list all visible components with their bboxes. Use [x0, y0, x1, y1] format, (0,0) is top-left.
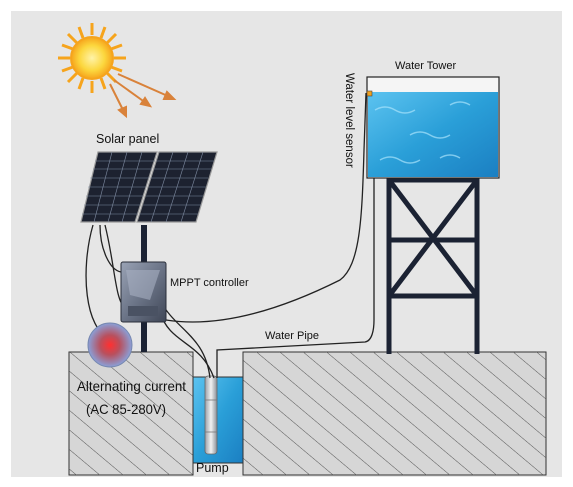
solar-panel-icon: [80, 151, 218, 223]
water-tower-label: Water Tower: [395, 60, 456, 72]
well-shaft: [192, 352, 244, 464]
water-tower: [366, 76, 500, 354]
mppt-controller-label: MPPT controller: [170, 277, 249, 289]
ac-source-icon: [87, 322, 133, 368]
water-level-sensor-icon: [366, 90, 373, 97]
pump-label: Pump: [196, 461, 229, 475]
sun-icon: [58, 23, 126, 93]
ac-voltage-label: (AC 85-280V): [86, 401, 166, 417]
water-level-sensor-label: Water level sensor: [343, 73, 355, 168]
solar-panel-label: Solar panel: [96, 132, 159, 146]
ground: [68, 351, 547, 476]
mppt-controller-icon: [120, 261, 167, 323]
pump-icon: [204, 375, 218, 455]
water-pipe-label: Water Pipe: [265, 330, 319, 342]
sun-ray-arrows: [109, 73, 177, 119]
alternating-current-label: Alternating current: [77, 378, 186, 394]
